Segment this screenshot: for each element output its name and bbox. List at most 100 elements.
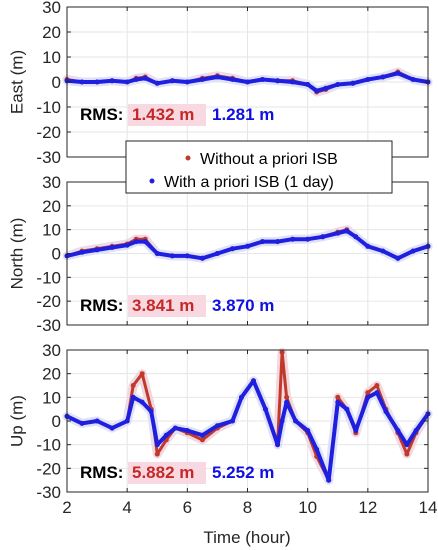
y-tick-label: 30 xyxy=(42,173,61,192)
y-tick-label: -30 xyxy=(36,483,61,502)
x-tick-label: 14 xyxy=(419,498,438,517)
data-point xyxy=(279,349,285,355)
data-point xyxy=(124,242,130,248)
data-point xyxy=(184,79,190,85)
y-tick-label: 20 xyxy=(42,365,61,384)
data-point xyxy=(199,77,205,82)
y-tick-label: -20 xyxy=(36,123,61,142)
data-point xyxy=(251,378,256,384)
panel-north: -30 -20 -10 0 10 20 30 North (m) RMS: 3.841 m 3.87… xyxy=(7,173,433,335)
x-tick-label: 10 xyxy=(298,498,317,517)
data-point xyxy=(172,425,178,431)
legend-box xyxy=(125,140,393,194)
data-point xyxy=(344,228,350,234)
data-point xyxy=(279,418,285,424)
data-point xyxy=(142,239,148,245)
data-point xyxy=(79,420,85,426)
data-point xyxy=(230,418,235,424)
data-point xyxy=(230,77,235,82)
data-point xyxy=(284,399,290,405)
data-point xyxy=(154,80,160,86)
data-point xyxy=(305,428,311,433)
x-tick-label: 4 xyxy=(122,498,131,517)
rms-value-highlight xyxy=(128,295,206,317)
rms-value-with-isb: 3.870 m xyxy=(212,296,274,315)
data-point xyxy=(139,399,145,405)
rms-value-with-isb: 1.281 m xyxy=(212,105,274,124)
data-point xyxy=(245,79,250,85)
rms-value-without-isb: 1.432 m xyxy=(132,105,194,124)
data-point xyxy=(214,251,220,256)
data-point xyxy=(335,230,341,236)
data-point xyxy=(350,80,356,86)
data-point xyxy=(169,253,175,259)
data-point xyxy=(79,249,85,255)
data-point xyxy=(214,74,220,80)
data-point xyxy=(260,77,265,82)
data-point xyxy=(404,451,410,457)
data-point xyxy=(410,77,416,82)
legend: Without a priori ISB With a priori ISB (… xyxy=(125,140,393,194)
data-point xyxy=(109,78,115,84)
rms-label: RMS: xyxy=(80,463,123,482)
data-point xyxy=(109,245,115,250)
y-tick-label: -20 xyxy=(36,292,61,311)
data-point xyxy=(344,406,350,412)
data-point xyxy=(305,236,311,242)
rms-label: RMS: xyxy=(80,296,123,315)
y-tick-label: -30 xyxy=(36,316,61,335)
y-axis-label: North (m) xyxy=(7,218,26,290)
data-point xyxy=(230,246,235,252)
rms-value-without-isb: 3.841 m xyxy=(132,296,194,315)
y-axis-label: Up (m) xyxy=(7,395,26,447)
x-tick-label: 12 xyxy=(358,498,377,517)
y-tick-label: -10 xyxy=(36,98,61,117)
data-point xyxy=(214,423,220,429)
data-point xyxy=(199,437,205,443)
data-point xyxy=(395,70,401,76)
data-point xyxy=(130,394,136,400)
data-point xyxy=(260,239,265,245)
data-point xyxy=(184,253,190,259)
data-point xyxy=(353,234,359,240)
data-point xyxy=(380,74,386,80)
data-point xyxy=(335,394,341,400)
rms-annotation: RMS: 1.432 m 1.281 m xyxy=(80,104,274,126)
data-point xyxy=(395,428,401,433)
data-point xyxy=(305,82,311,87)
legend-label-without-isb: Without a priori ISB xyxy=(200,151,338,168)
data-point xyxy=(380,248,386,254)
y-tick-label: -30 xyxy=(36,148,61,167)
rms-value-highlight xyxy=(128,462,206,484)
legend-label-with-isb: With a priori ISB (1 day) xyxy=(164,174,334,191)
data-point xyxy=(245,243,250,249)
data-point xyxy=(139,371,145,377)
data-point xyxy=(383,409,389,414)
data-point xyxy=(94,79,100,85)
data-point xyxy=(335,399,341,405)
rms-label: RMS: xyxy=(80,105,123,124)
rms-annotation: RMS: 3.841 m 3.870 m xyxy=(80,295,274,317)
data-point xyxy=(199,255,205,261)
y-tick-label: 10 xyxy=(42,221,61,240)
legend-marker-without-isb xyxy=(185,155,191,161)
y-tick-label: -10 xyxy=(36,436,61,455)
data-point xyxy=(290,79,296,85)
y-tick-label: 30 xyxy=(42,0,61,17)
rms-value-with-isb: 5.252 m xyxy=(212,463,274,482)
data-point xyxy=(404,442,410,448)
rms-annotation: RMS: 5.882 m 5.252 m xyxy=(80,462,274,484)
data-point xyxy=(314,446,320,452)
data-point xyxy=(314,88,320,94)
data-point xyxy=(320,234,326,240)
data-point xyxy=(79,79,85,85)
data-point xyxy=(163,432,169,438)
data-point xyxy=(275,239,281,245)
data-point xyxy=(365,390,371,396)
data-point xyxy=(365,394,371,400)
data-point xyxy=(133,77,139,82)
data-point xyxy=(133,239,139,245)
x-tick-label: 8 xyxy=(243,498,252,517)
y-axis-label: East (m) xyxy=(7,50,26,114)
